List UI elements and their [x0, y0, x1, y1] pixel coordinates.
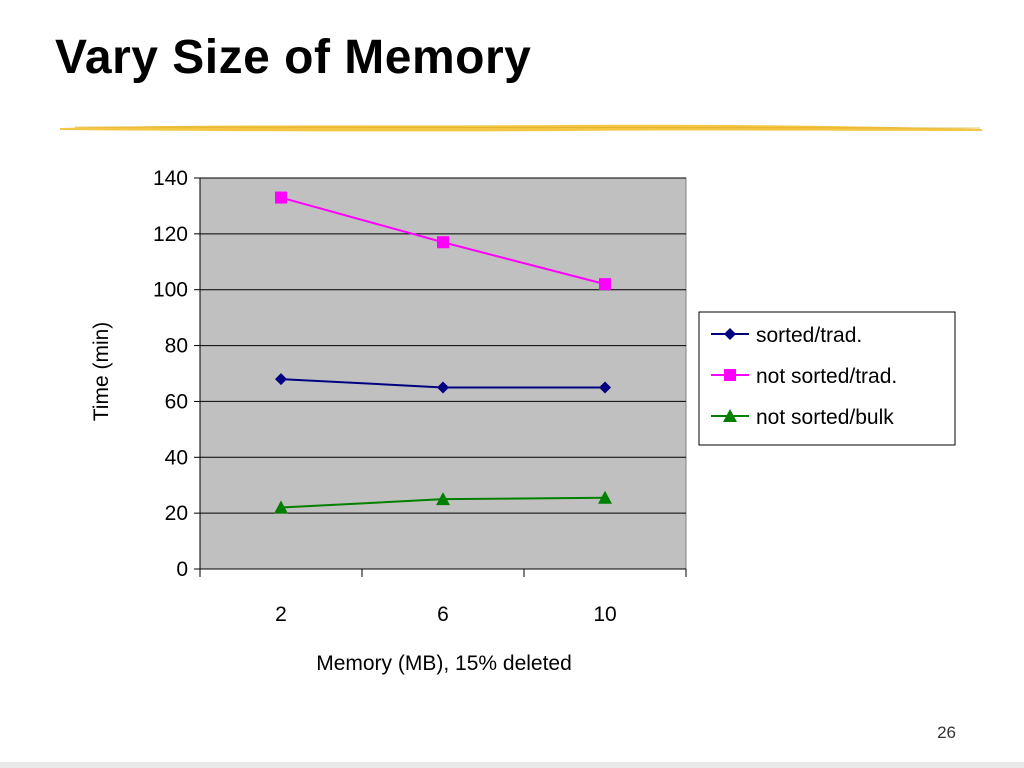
bottom-strip	[0, 762, 1024, 768]
data-point	[599, 381, 611, 394]
data-point	[436, 492, 450, 506]
data-point	[274, 500, 288, 514]
y-tick-label: 140	[153, 167, 188, 190]
x-axis-title: Memory (MB), 15% deleted	[316, 652, 572, 675]
y-tick-label: 20	[165, 502, 188, 525]
legend-label: sorted/trad.	[756, 324, 862, 347]
y-tick-label: 100	[153, 279, 188, 302]
legend-label: not sorted/bulk	[756, 406, 894, 429]
data-point	[275, 191, 287, 204]
x-tick-label: 6	[437, 603, 449, 626]
legend-label: not sorted/trad.	[756, 365, 897, 388]
y-tick-label: 120	[153, 223, 188, 246]
data-point	[437, 236, 449, 249]
legend-marker	[724, 328, 736, 340]
x-tick-label: 10	[593, 603, 616, 626]
y-tick-label: 80	[165, 335, 188, 358]
y-tick-label: 0	[176, 558, 188, 581]
data-point	[437, 381, 449, 394]
slide-title: Vary Size of Memory	[55, 31, 532, 84]
data-point	[275, 373, 287, 386]
y-tick-label: 40	[165, 446, 188, 469]
line-chart: 0 20 40 60 80 100 120 140 2 6 10 Memory (MB), 15% d…	[90, 167, 956, 675]
data-point	[598, 490, 612, 504]
page-number: 26	[937, 723, 956, 742]
title-underline	[60, 124, 982, 132]
y-axis-title: Time (min)	[90, 322, 113, 422]
legend-marker	[724, 369, 736, 381]
x-tick-label: 2	[275, 603, 287, 626]
y-tick-label: 60	[165, 390, 188, 413]
legend-marker	[723, 409, 737, 422]
data-point	[599, 278, 611, 291]
